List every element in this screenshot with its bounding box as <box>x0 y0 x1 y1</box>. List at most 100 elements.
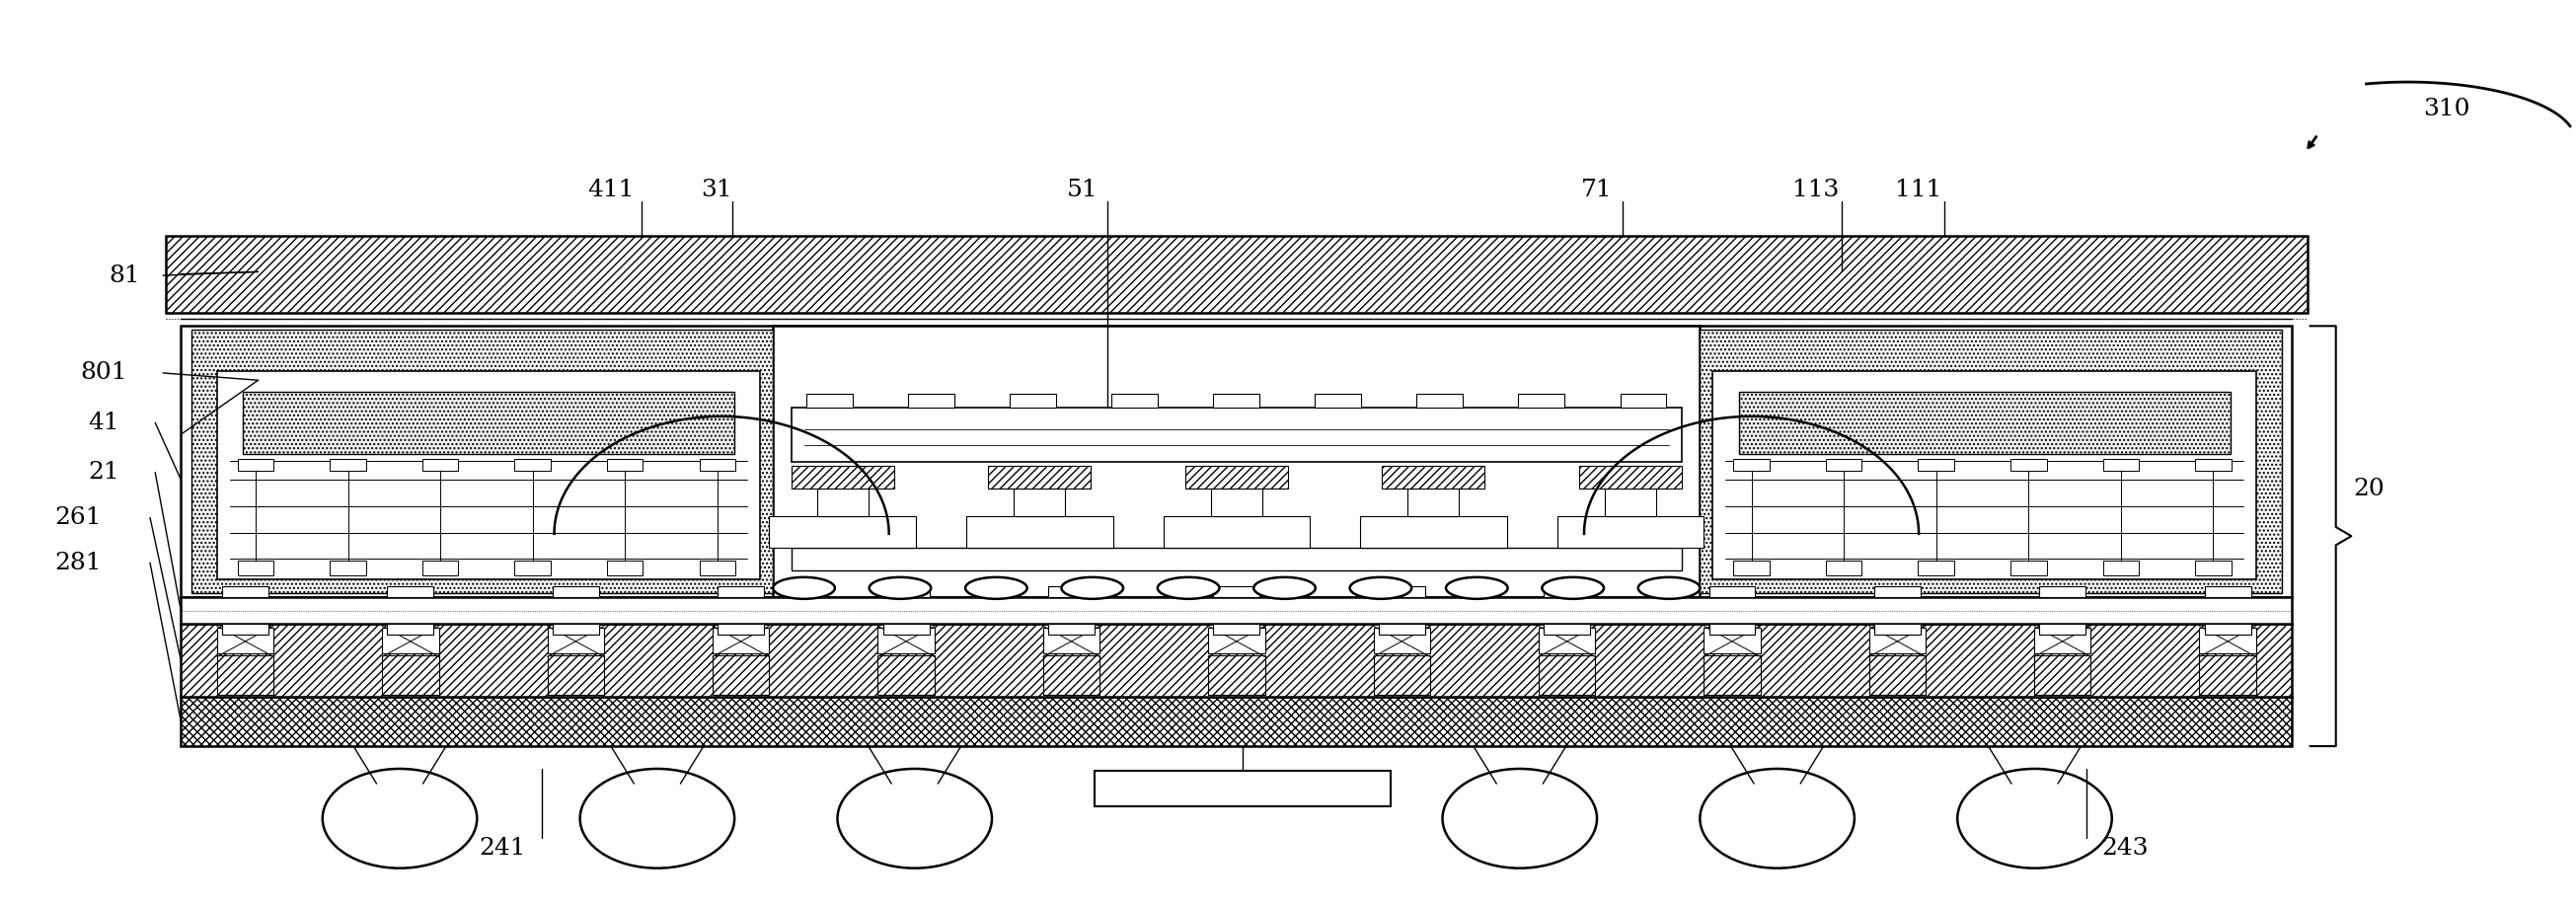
Bar <box>222 586 268 597</box>
Bar <box>242 392 734 454</box>
Bar <box>381 628 438 653</box>
Ellipse shape <box>1958 768 2112 868</box>
Bar <box>222 624 268 635</box>
Bar <box>1556 516 1703 548</box>
Bar <box>1620 394 1667 407</box>
Bar <box>1378 624 1425 635</box>
Bar <box>1378 586 1425 597</box>
Bar <box>381 655 438 695</box>
Bar <box>773 326 1700 597</box>
Ellipse shape <box>322 768 477 868</box>
Bar <box>180 597 2293 624</box>
Bar <box>806 394 853 407</box>
Bar <box>1048 586 1095 597</box>
Bar <box>2035 628 2092 653</box>
Bar <box>1579 466 1682 489</box>
Bar <box>817 489 868 516</box>
Bar <box>2009 561 2045 576</box>
Bar <box>1826 459 1862 471</box>
Bar <box>216 371 760 579</box>
Text: 111: 111 <box>1896 179 1942 202</box>
Bar <box>884 624 930 635</box>
Bar <box>216 628 273 653</box>
Bar <box>2040 586 2087 597</box>
Bar <box>551 624 598 635</box>
Bar <box>1373 655 1430 695</box>
Ellipse shape <box>1638 577 1700 599</box>
Bar <box>1826 561 1862 576</box>
Text: 411: 411 <box>587 179 634 202</box>
Ellipse shape <box>1157 577 1218 599</box>
Bar <box>2200 655 2257 695</box>
Bar <box>1734 561 1770 576</box>
Ellipse shape <box>1543 577 1605 599</box>
Bar <box>1517 394 1564 407</box>
Ellipse shape <box>1061 577 1123 599</box>
Bar <box>2040 624 2087 635</box>
Bar <box>714 628 770 653</box>
Bar <box>1875 624 1922 635</box>
Text: 71: 71 <box>1582 179 1613 202</box>
Bar <box>1700 329 2282 594</box>
Bar <box>1360 516 1507 548</box>
Bar <box>2195 459 2231 471</box>
Ellipse shape <box>773 577 835 599</box>
Text: 113: 113 <box>1793 179 1839 202</box>
Bar <box>1043 628 1100 653</box>
Bar <box>1164 516 1309 548</box>
Bar <box>1048 624 1095 635</box>
Bar <box>515 561 551 576</box>
Bar <box>1185 466 1288 489</box>
Text: 31: 31 <box>701 179 732 202</box>
Bar <box>989 466 1090 489</box>
Bar <box>546 628 603 653</box>
Bar <box>330 459 366 471</box>
Bar <box>1015 489 1066 516</box>
Bar <box>608 561 644 576</box>
Bar <box>330 561 366 576</box>
Text: 41: 41 <box>88 412 118 434</box>
Bar <box>1739 392 2231 454</box>
Bar <box>1875 586 1922 597</box>
Bar <box>1095 770 1391 806</box>
Text: 801: 801 <box>80 362 126 385</box>
Bar <box>1213 586 1260 597</box>
Bar <box>180 326 2293 597</box>
Bar <box>1870 655 1927 695</box>
Bar <box>791 407 1682 462</box>
Bar <box>1213 394 1260 407</box>
Bar <box>1538 628 1595 653</box>
Bar <box>878 628 935 653</box>
Text: 281: 281 <box>54 551 100 574</box>
Bar <box>770 516 917 548</box>
Bar <box>719 586 765 597</box>
Bar <box>422 561 459 576</box>
Bar <box>1208 655 1265 695</box>
Bar <box>966 516 1113 548</box>
Ellipse shape <box>837 768 992 868</box>
Bar <box>1113 394 1159 407</box>
Bar <box>2205 586 2251 597</box>
Bar <box>1043 655 1100 695</box>
Bar <box>422 459 459 471</box>
Bar <box>1010 394 1056 407</box>
Ellipse shape <box>1700 768 1855 868</box>
Bar <box>1373 628 1430 653</box>
Bar <box>791 466 894 489</box>
Bar <box>386 624 433 635</box>
Bar <box>237 561 273 576</box>
Bar <box>1543 586 1589 597</box>
Bar <box>1409 489 1458 516</box>
Bar <box>909 394 956 407</box>
Bar <box>546 655 603 695</box>
Ellipse shape <box>868 577 930 599</box>
Bar <box>719 624 765 635</box>
Bar <box>191 329 773 594</box>
Ellipse shape <box>1255 577 1316 599</box>
Bar <box>1208 628 1265 653</box>
Text: 243: 243 <box>2102 837 2148 860</box>
Bar <box>1543 624 1589 635</box>
Text: 310: 310 <box>2424 98 2470 120</box>
Text: 241: 241 <box>479 837 526 860</box>
Bar <box>2200 628 2257 653</box>
